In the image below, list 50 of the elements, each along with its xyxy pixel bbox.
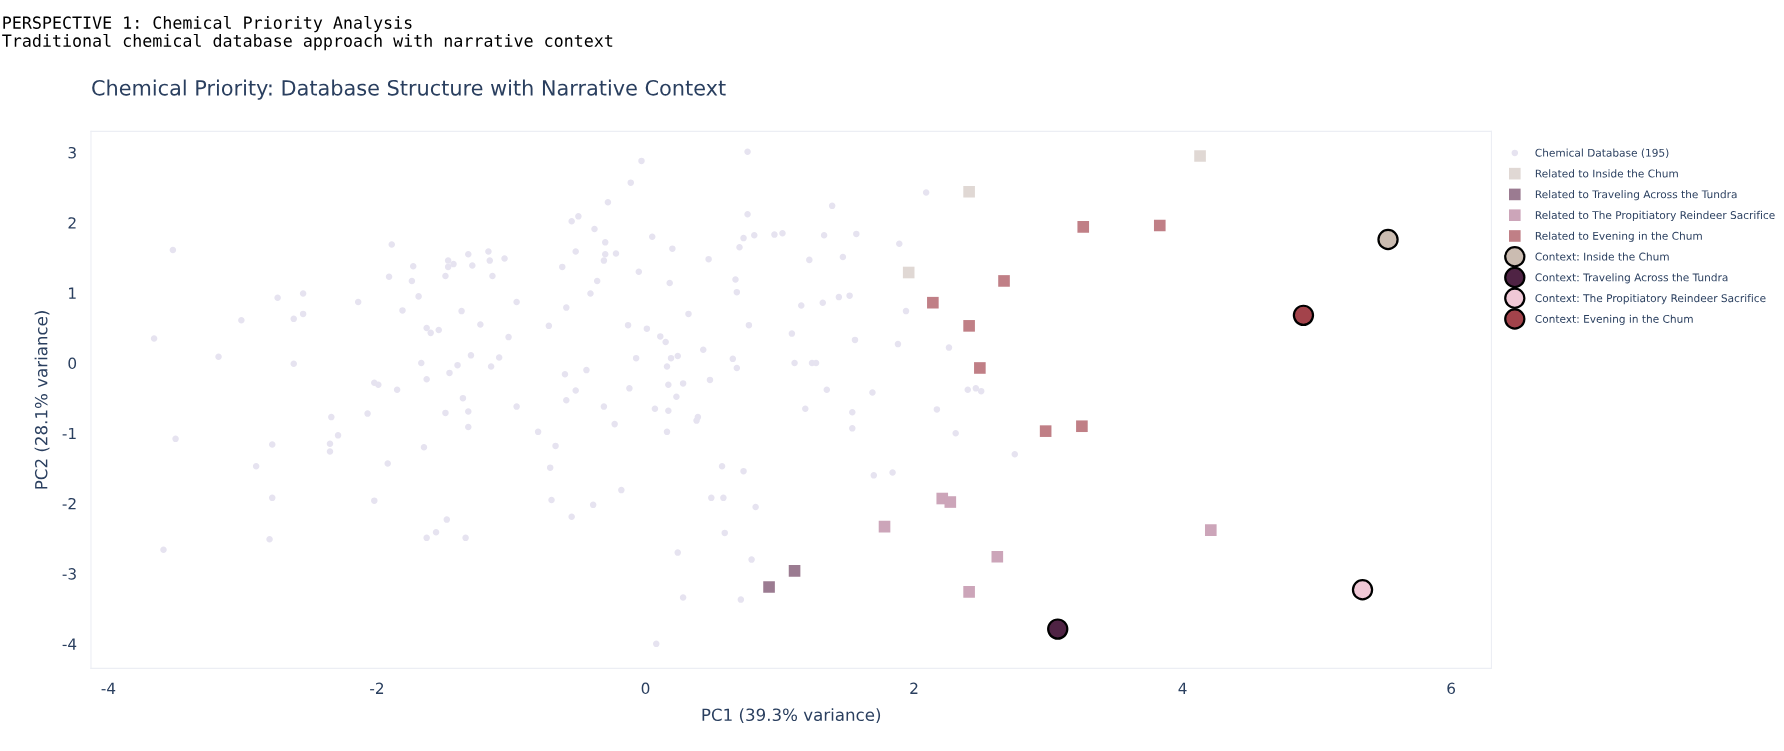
point — [963, 586, 975, 598]
legend-label: Context: Inside the Chum — [1535, 252, 1669, 261]
legend-label: Chemical Database (195) — [1535, 148, 1669, 158]
point — [1047, 618, 1069, 640]
point — [1377, 228, 1399, 251]
x-tick-label: 0 — [641, 682, 650, 695]
legend-label: Related to Evening in the Chum — [1535, 231, 1702, 242]
x-tick-label: 2 — [910, 682, 918, 694]
y-tick-label: 2 — [68, 217, 76, 229]
x-tick-label: -4 — [101, 682, 116, 694]
legend-label: Context: Traveling Across the Tundra — [1535, 273, 1728, 284]
point — [1351, 579, 1374, 601]
point — [1292, 304, 1315, 327]
text: PERSPECTIVE 1: Chemical Priority Analysis — [3, 15, 412, 33]
point — [944, 496, 957, 508]
point — [963, 320, 975, 332]
point — [763, 581, 775, 593]
point — [1039, 425, 1052, 437]
x-tick-label: 4 — [1178, 682, 1187, 694]
point — [927, 296, 939, 309]
y-tick-label: -2 — [62, 497, 76, 510]
point — [998, 275, 1010, 287]
y-tick-label: 3 — [68, 146, 76, 159]
y-tick-label: 1 — [69, 287, 76, 299]
legend-label: Related to Traveling Across the Tundra — [1535, 190, 1737, 201]
y-tick-label: 0 — [68, 357, 77, 370]
x-tick-label: 6 — [1447, 682, 1456, 695]
y-axis-title: PC2 (28.1% variance) — [34, 311, 50, 489]
legend-label: Context: Evening in the Chum — [1535, 314, 1693, 325]
point — [963, 185, 975, 198]
point — [1077, 221, 1090, 233]
y-tick-label: -4 — [62, 638, 77, 650]
point — [1194, 150, 1206, 162]
text: Traditional chemical database approach with narrative context — [2, 33, 613, 51]
x-axis-title: PC1 (39.3% variance) — [702, 708, 881, 724]
y-tick-label: -1 — [62, 427, 76, 440]
chart-title: Chemical Priority: Database Structure with Narrative Context — [92, 79, 726, 100]
point — [1076, 420, 1088, 433]
legend-label: Context: The Propitiatory Reindeer Sacrifice — [1535, 293, 1766, 305]
x-tick-label: -2 — [370, 682, 384, 694]
point — [788, 565, 801, 577]
legend-label: Related to The Propitiatory Reindeer Sacrifice — [1535, 210, 1775, 222]
legend-label: Related to Inside the Chum — [1535, 169, 1678, 178]
point — [1153, 219, 1166, 232]
point — [974, 362, 986, 374]
y-tick-label: -3 — [62, 568, 76, 580]
point — [991, 550, 1004, 563]
point — [902, 266, 915, 279]
point — [878, 520, 891, 533]
point — [1204, 524, 1217, 536]
